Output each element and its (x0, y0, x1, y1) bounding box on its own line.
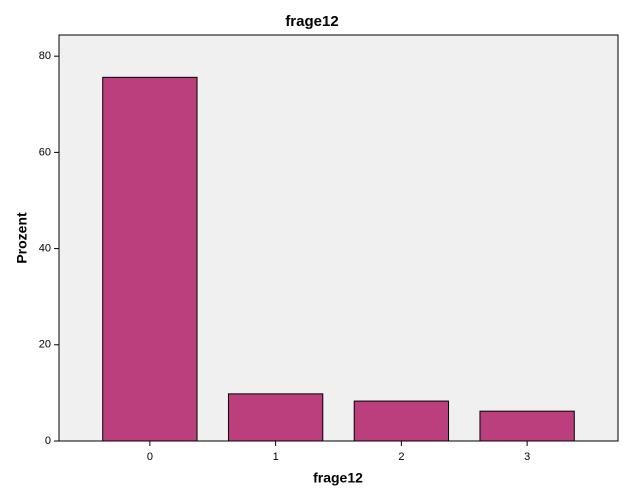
bar (479, 410, 575, 442)
x-tick-label: 0 (147, 451, 153, 463)
y-tick-label: 80 (39, 50, 51, 62)
x-axis-label: frage12 (313, 470, 363, 486)
y-tick-label: 20 (39, 339, 51, 351)
y-tick-label: 0 (45, 435, 51, 447)
chart-title: frage12 (285, 13, 338, 30)
x-tick-label: 1 (273, 451, 279, 463)
bar (102, 76, 198, 442)
x-tick-label: 3 (524, 451, 530, 463)
bar (353, 400, 450, 442)
x-tick-label: 2 (398, 451, 404, 463)
y-tick-label: 40 (39, 242, 51, 254)
bar (227, 393, 324, 442)
y-axis-label: Prozent (14, 212, 30, 264)
y-tick-label: 60 (39, 146, 51, 158)
